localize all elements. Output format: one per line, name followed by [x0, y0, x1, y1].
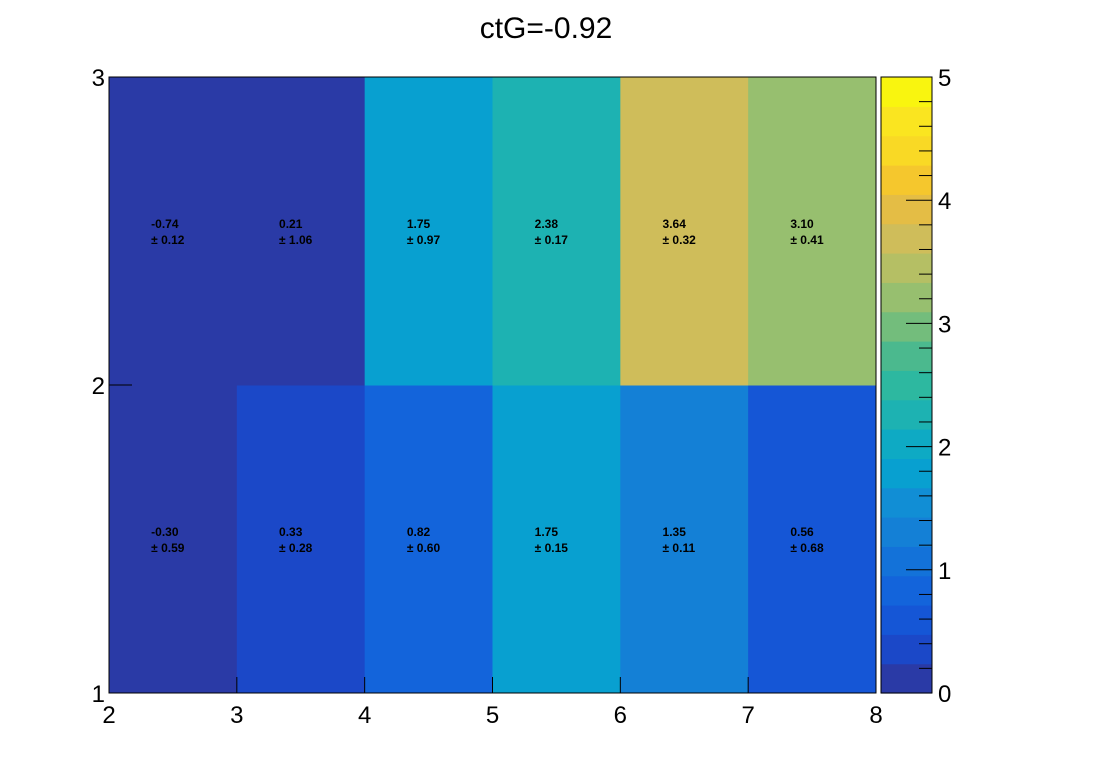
- colorbar-swatch: [881, 223, 932, 254]
- y-tick-label: 3: [92, 65, 105, 92]
- heatmap-cell: [236, 385, 366, 694]
- x-tick-label: 5: [486, 702, 499, 729]
- chart-title: ctG=-0.92: [480, 12, 613, 45]
- heatmap-cell: [492, 77, 621, 386]
- cell-value-label: 3.64: [663, 217, 687, 231]
- colorbar-tick-label: 0: [938, 681, 951, 708]
- cell-error-label: ± 0.28: [279, 541, 313, 555]
- colorbar-swatch: [881, 165, 932, 195]
- x-tick-label: 6: [614, 702, 627, 729]
- colorbar-tick-label: 2: [938, 435, 951, 462]
- heatmap-cell: [748, 385, 877, 694]
- heatmap-cell: [109, 385, 238, 694]
- colorbar-tick-label: 1: [938, 558, 951, 585]
- colorbar-swatch: [881, 429, 932, 459]
- colorbar-swatch: [881, 282, 932, 313]
- cell-value-label: -0.30: [151, 525, 179, 539]
- cell-error-label: ± 0.17: [535, 233, 569, 247]
- heatmap-cell: [492, 385, 621, 694]
- cell-error-label: ± 0.97: [407, 233, 441, 247]
- heatmap-cells: [109, 77, 877, 694]
- cell-value-label: 2.38: [535, 217, 559, 231]
- cell-value-label: 1.75: [535, 525, 559, 539]
- cell-value-label: 1.35: [663, 525, 687, 539]
- cell-value-label: 0.82: [407, 525, 431, 539]
- colorbar-swatch: [881, 194, 932, 225]
- colorbar-swatch: [881, 487, 932, 518]
- x-tick-label: 7: [741, 702, 754, 729]
- colorbar-swatch: [881, 77, 932, 107]
- cell-error-label: ± 0.15: [535, 541, 569, 555]
- colorbar-swatch: [881, 546, 932, 577]
- colorbar-swatch: [881, 311, 932, 342]
- colorbar-swatch: [881, 370, 932, 401]
- cell-error-label: ± 0.68: [790, 541, 824, 555]
- cell-error-label: ± 1.06: [279, 233, 313, 247]
- cell-value-label: 0.21: [279, 217, 303, 231]
- color-scale-bar: 0 1 2 3 4 5: [880, 65, 951, 708]
- colorbar-swatch: [881, 106, 932, 137]
- cell-error-label: ± 0.11: [663, 541, 696, 555]
- cell-error-label: ± 0.12: [151, 233, 185, 247]
- colorbar-swatch: [881, 605, 932, 635]
- colorbar-swatch: [881, 341, 932, 371]
- heatmap-cell: [364, 385, 493, 694]
- y-tick-label: 2: [92, 373, 105, 400]
- x-tick-label: 4: [358, 702, 371, 729]
- colorbar-tick-label: 3: [938, 311, 951, 338]
- heatmap-cell: [364, 77, 493, 386]
- heatmap-cell: [620, 77, 749, 386]
- heatmap-cell: [109, 77, 238, 386]
- x-tick-label: 8: [869, 702, 882, 729]
- x-tick-label: 2: [102, 702, 115, 729]
- cell-error-label: ± 0.59: [151, 541, 185, 555]
- x-tick-label: 3: [230, 702, 243, 729]
- colorbar-swatch: [881, 517, 932, 547]
- colorbar-swatch: [881, 458, 932, 489]
- colorbar-swatch: [881, 575, 932, 606]
- heatmap-cell: [620, 385, 749, 694]
- cell-value-label: 0.33: [279, 525, 303, 539]
- heatmap-cell-labels: -0.30 ± 0.59 0.33 ± 0.28 0.82 ± 0.60 1.75 ± 0.1…: [151, 217, 824, 555]
- y-tick-label: 1: [92, 681, 105, 708]
- cell-value-label: 0.56: [790, 525, 814, 539]
- cell-error-label: ± 0.60: [407, 541, 441, 555]
- colorbar-swatch: [881, 634, 932, 665]
- colorbar-tick-label: 5: [938, 65, 951, 92]
- colorbar-swatch: [881, 399, 932, 430]
- colorbar-swatch: [881, 253, 932, 283]
- colorbar-tick-label: 4: [938, 188, 951, 215]
- cell-value-label: 3.10: [790, 217, 814, 231]
- cell-value-label: -0.74: [151, 217, 179, 231]
- cell-error-label: ± 0.32: [663, 233, 697, 247]
- cell-error-label: ± 0.41: [790, 233, 824, 247]
- heatmap-cell: [236, 77, 366, 386]
- cell-value-label: 1.75: [407, 217, 431, 231]
- heatmap-cell: [748, 77, 877, 386]
